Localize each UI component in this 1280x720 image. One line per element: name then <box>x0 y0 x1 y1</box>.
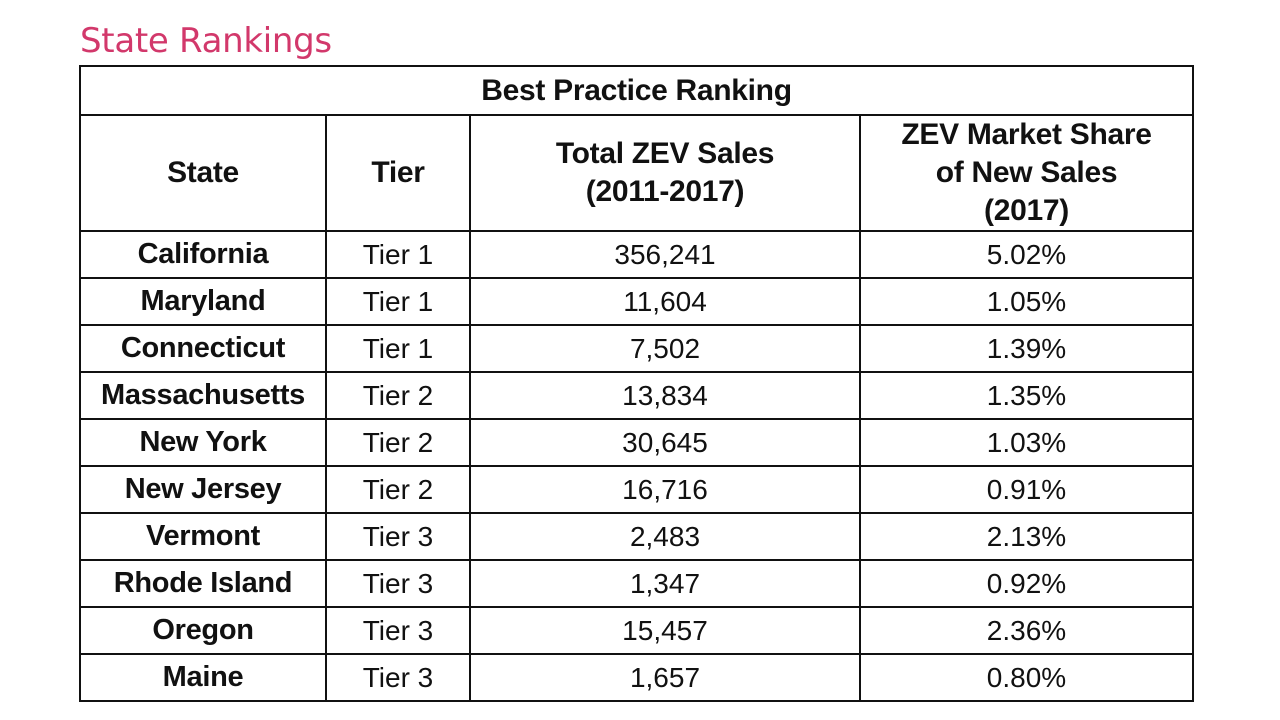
page-title: State Rankings <box>80 21 332 61</box>
header-state-label: State <box>167 156 239 189</box>
cell-tier: Tier 3 <box>325 559 471 608</box>
cell-market-share: 1.05% <box>859 277 1194 326</box>
cell-total-sales: 2,483 <box>469 512 861 561</box>
column-header-tier: Tier <box>325 114 471 232</box>
table-body: California Tier 1 356,241 5.02% Maryland Tier… <box>79 230 1194 702</box>
cell-tier: Tier 1 <box>325 324 471 373</box>
cell-total-sales: 356,241 <box>469 230 861 279</box>
table-header-row: State Tier Total ZEV Sales (2011-2017) Z… <box>79 114 1194 232</box>
cell-state: Maine <box>79 653 327 702</box>
column-header-total-sales: Total ZEV Sales (2011-2017) <box>469 114 861 232</box>
table-row: Connecticut Tier 1 7,502 1.39% <box>79 324 1194 373</box>
table-banner: Best Practice Ranking <box>79 65 1194 116</box>
cell-tier: Tier 1 <box>325 230 471 279</box>
table-row: Vermont Tier 3 2,483 2.13% <box>79 512 1194 561</box>
cell-market-share: 1.03% <box>859 418 1194 467</box>
cell-total-sales: 15,457 <box>469 606 861 655</box>
cell-state: New York <box>79 418 327 467</box>
table-row: Maine Tier 3 1,657 0.80% <box>79 653 1194 702</box>
cell-tier: Tier 1 <box>325 277 471 326</box>
column-header-state: State <box>79 114 327 232</box>
cell-tier: Tier 3 <box>325 606 471 655</box>
header-share-line3: (2017) <box>984 194 1069 227</box>
header-sales-line2: (2011-2017) <box>585 175 745 208</box>
cell-market-share: 0.92% <box>859 559 1194 608</box>
cell-total-sales: 13,834 <box>469 371 861 420</box>
cell-total-sales: 16,716 <box>469 465 861 514</box>
cell-state: Rhode Island <box>79 559 327 608</box>
table-row: California Tier 1 356,241 5.02% <box>79 230 1194 279</box>
table-row: New Jersey Tier 2 16,716 0.91% <box>79 465 1194 514</box>
cell-market-share: 1.39% <box>859 324 1194 373</box>
cell-state: Connecticut <box>79 324 327 373</box>
cell-tier: Tier 2 <box>325 418 471 467</box>
cell-total-sales: 30,645 <box>469 418 861 467</box>
header-tier-label: Tier <box>371 156 425 189</box>
cell-tier: Tier 3 <box>325 512 471 561</box>
table-row: Massachusetts Tier 2 13,834 1.35% <box>79 371 1194 420</box>
cell-total-sales: 1,347 <box>469 559 861 608</box>
cell-market-share: 5.02% <box>859 230 1194 279</box>
cell-market-share: 0.91% <box>859 465 1194 514</box>
cell-tier: Tier 3 <box>325 653 471 702</box>
header-share-line2: of New Sales <box>935 156 1118 189</box>
table-row: Oregon Tier 3 15,457 2.36% <box>79 606 1194 655</box>
cell-market-share: 0.80% <box>859 653 1194 702</box>
header-share-line1: ZEV Market Share <box>901 118 1152 151</box>
cell-market-share: 1.35% <box>859 371 1194 420</box>
cell-total-sales: 1,657 <box>469 653 861 702</box>
cell-state: Vermont <box>79 512 327 561</box>
table-row: Rhode Island Tier 3 1,347 0.92% <box>79 559 1194 608</box>
table-row: Maryland Tier 1 11,604 1.05% <box>79 277 1194 326</box>
cell-total-sales: 11,604 <box>469 277 861 326</box>
cell-total-sales: 7,502 <box>469 324 861 373</box>
cell-state: California <box>79 230 327 279</box>
rankings-table: Best Practice Ranking State Tier Total Z… <box>79 65 1194 702</box>
cell-market-share: 2.36% <box>859 606 1194 655</box>
cell-state: Oregon <box>79 606 327 655</box>
cell-state: Maryland <box>79 277 327 326</box>
cell-tier: Tier 2 <box>325 465 471 514</box>
cell-state: New Jersey <box>79 465 327 514</box>
header-sales-line1: Total ZEV Sales <box>555 137 775 170</box>
cell-tier: Tier 2 <box>325 371 471 420</box>
cell-state: Massachusetts <box>79 371 327 420</box>
cell-market-share: 2.13% <box>859 512 1194 561</box>
table-banner-row: Best Practice Ranking <box>79 65 1194 116</box>
table-row: New York Tier 2 30,645 1.03% <box>79 418 1194 467</box>
column-header-market-share: ZEV Market Share of New Sales (2017) <box>859 114 1194 232</box>
